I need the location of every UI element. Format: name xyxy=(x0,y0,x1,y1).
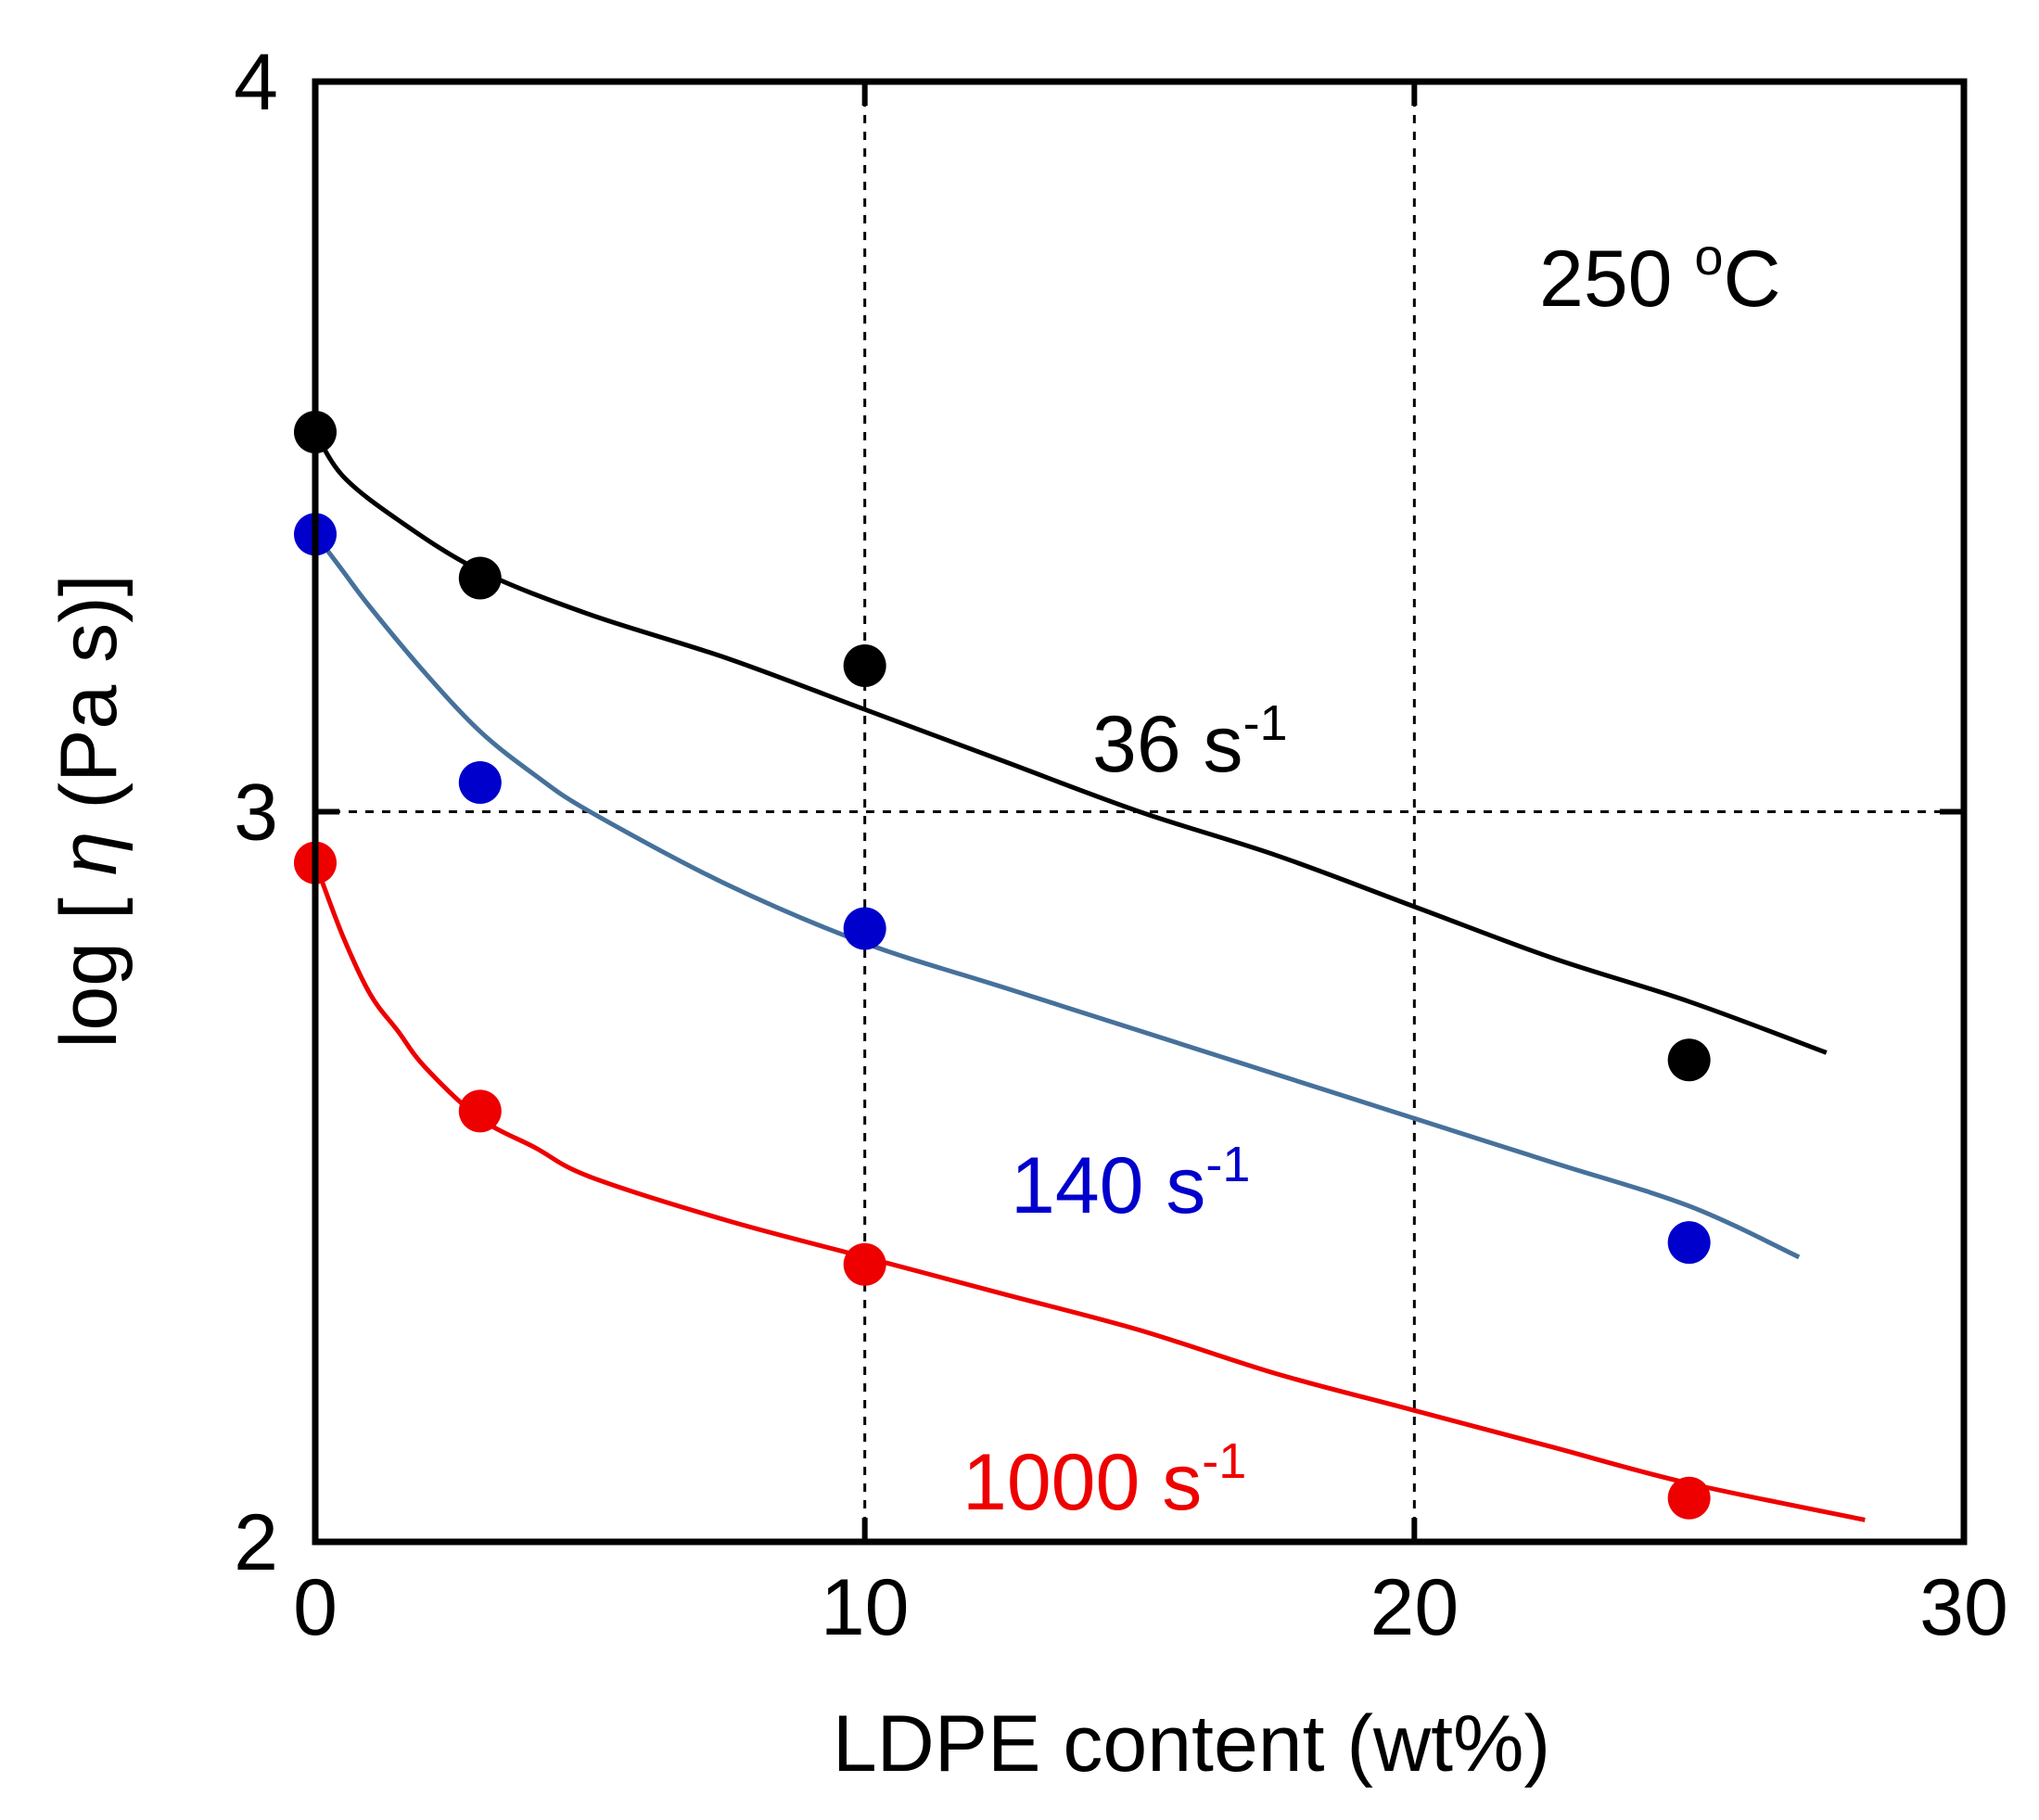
y-tick-label-3: 3 xyxy=(234,769,278,858)
point-140-s-2 xyxy=(843,907,886,950)
x-tick-label-20: 20 xyxy=(1370,1563,1459,1652)
y-axis-label-prefix: log [ xyxy=(45,875,134,1048)
temperature-annotation: 250 oC xyxy=(1539,227,1781,324)
y-axis-label-symbol: η xyxy=(45,831,134,875)
point-1000-s-1 xyxy=(458,1089,502,1133)
series-label-36: 36 s-1 xyxy=(1092,695,1288,789)
series-label-36-base: 36 s xyxy=(1092,700,1243,789)
series-label-140: 140 s-1 xyxy=(1011,1137,1250,1230)
degree-symbol: o xyxy=(1694,227,1723,286)
series-label-36-exponent: -1 xyxy=(1243,695,1288,751)
temperature-value: 250 xyxy=(1539,235,1694,324)
tick-labels: 0 10 20 30 2 3 4 xyxy=(234,38,2008,1652)
series-label-1000-exponent: -1 xyxy=(1202,1433,1246,1489)
y-axis-label-suffix: (Pa s)] xyxy=(45,574,134,831)
point-36-s-3 xyxy=(1667,1038,1711,1082)
series-label-140-base: 140 s xyxy=(1011,1141,1205,1230)
fit-curve-36-s xyxy=(312,430,1828,1055)
point-140-s-1 xyxy=(458,761,502,804)
x-tick-label-30: 30 xyxy=(1919,1563,2008,1652)
x-tick-label-10: 10 xyxy=(821,1563,910,1652)
point-140-s-3 xyxy=(1667,1221,1711,1265)
series-label-1000: 1000 s-1 xyxy=(962,1433,1246,1527)
y-axis-label: log [ η (Pa s)] xyxy=(45,574,134,1048)
x-tick-label-0: 0 xyxy=(293,1563,338,1652)
point-1000-s-3 xyxy=(1667,1476,1711,1520)
x-axis-label: LDPE content (wt%) xyxy=(833,1699,1550,1788)
axis-ticks xyxy=(312,79,1967,1545)
series-label-1000-base: 1000 s xyxy=(962,1438,1202,1527)
point-36-s-2 xyxy=(843,644,886,687)
temperature-unit: C xyxy=(1724,235,1781,324)
point-1000-s-2 xyxy=(843,1242,886,1286)
point-36-s-1 xyxy=(458,556,502,600)
y-tick-label-2: 2 xyxy=(234,1498,278,1587)
fit-curve-140-s xyxy=(313,532,1801,1260)
y-tick-label-4: 4 xyxy=(234,38,278,127)
series-label-140-exponent: -1 xyxy=(1205,1137,1250,1192)
